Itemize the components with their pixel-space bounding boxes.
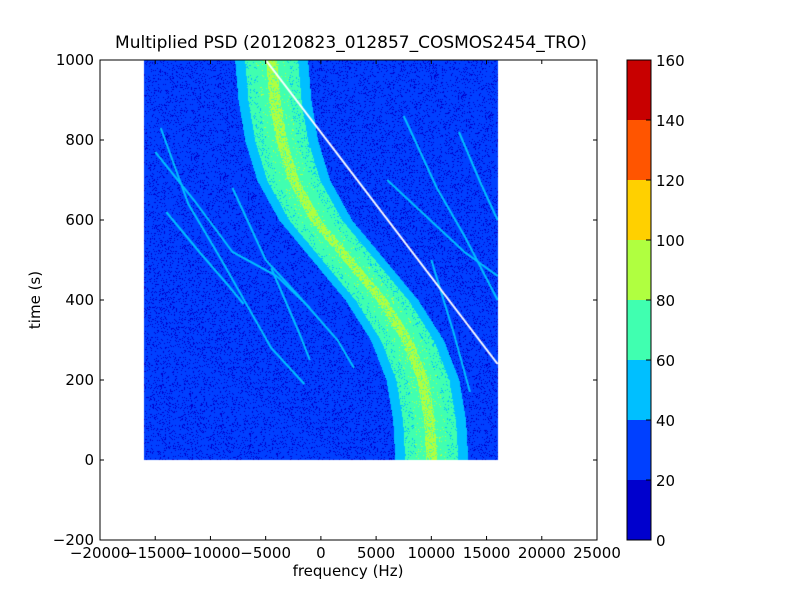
colorbar-band: [627, 360, 651, 420]
heatmap-image: [100, 60, 597, 540]
chart-title: Multiplied PSD (20120823_012857_COSMOS24…: [115, 33, 587, 53]
x-tick-label: −20000: [70, 544, 130, 562]
x-tick-label: 10000: [407, 544, 455, 562]
x-tick-label: 5000: [357, 544, 395, 562]
y-tick-label: 600: [65, 211, 94, 229]
colorbar-tick-label: 140: [656, 112, 685, 130]
colorbar-band: [627, 420, 651, 480]
x-tick-label: −10000: [180, 544, 240, 562]
colorbar-tick-label: 0: [656, 532, 666, 550]
colorbar-tick-label: 120: [656, 172, 685, 190]
x-tick-label: 20000: [518, 544, 566, 562]
colorbar-band: [627, 60, 651, 120]
x-axis-label: frequency (Hz): [293, 562, 404, 580]
x-tick-label: 25000: [573, 544, 621, 562]
x-tick-label: 15000: [463, 544, 511, 562]
colorbar-tick-label: 80: [656, 292, 675, 310]
y-axis: −200 0 200 400 600 800 1000: [53, 51, 597, 549]
y-tick-label: 0: [84, 451, 94, 469]
colorbar-band: [627, 240, 651, 300]
y-tick-label: 1000: [56, 51, 94, 69]
y-tick-label: −200: [53, 531, 94, 549]
colorbar-tick-label: 60: [656, 352, 675, 370]
colorbar-band: [627, 120, 651, 180]
colorbar-tick-label: 20: [656, 472, 675, 490]
colorbar-band: [627, 480, 651, 540]
colorbar: 0 20 40 60 80 100 120 140 160: [626, 52, 685, 550]
colorbar-band: [627, 300, 651, 360]
colorbar-band: [627, 180, 651, 240]
colorbar-tick-label: 100: [656, 232, 685, 250]
colorbar-tick-label: 160: [656, 52, 685, 70]
heatmap-image-container: [100, 60, 597, 540]
y-axis-label: time (s): [26, 271, 44, 329]
colorbar-tick-label: 40: [656, 412, 675, 430]
y-tick-label: 800: [65, 131, 94, 149]
x-tick-label: −5000: [240, 544, 291, 562]
x-axis: −20000−15000−10000 −5000 0 5000 10000 15000 20…: [70, 60, 621, 562]
y-tick-label: 200: [65, 371, 94, 389]
x-tick-label: 0: [316, 544, 326, 562]
y-tick-label: 400: [65, 291, 94, 309]
x-tick-label: −15000: [125, 544, 185, 562]
